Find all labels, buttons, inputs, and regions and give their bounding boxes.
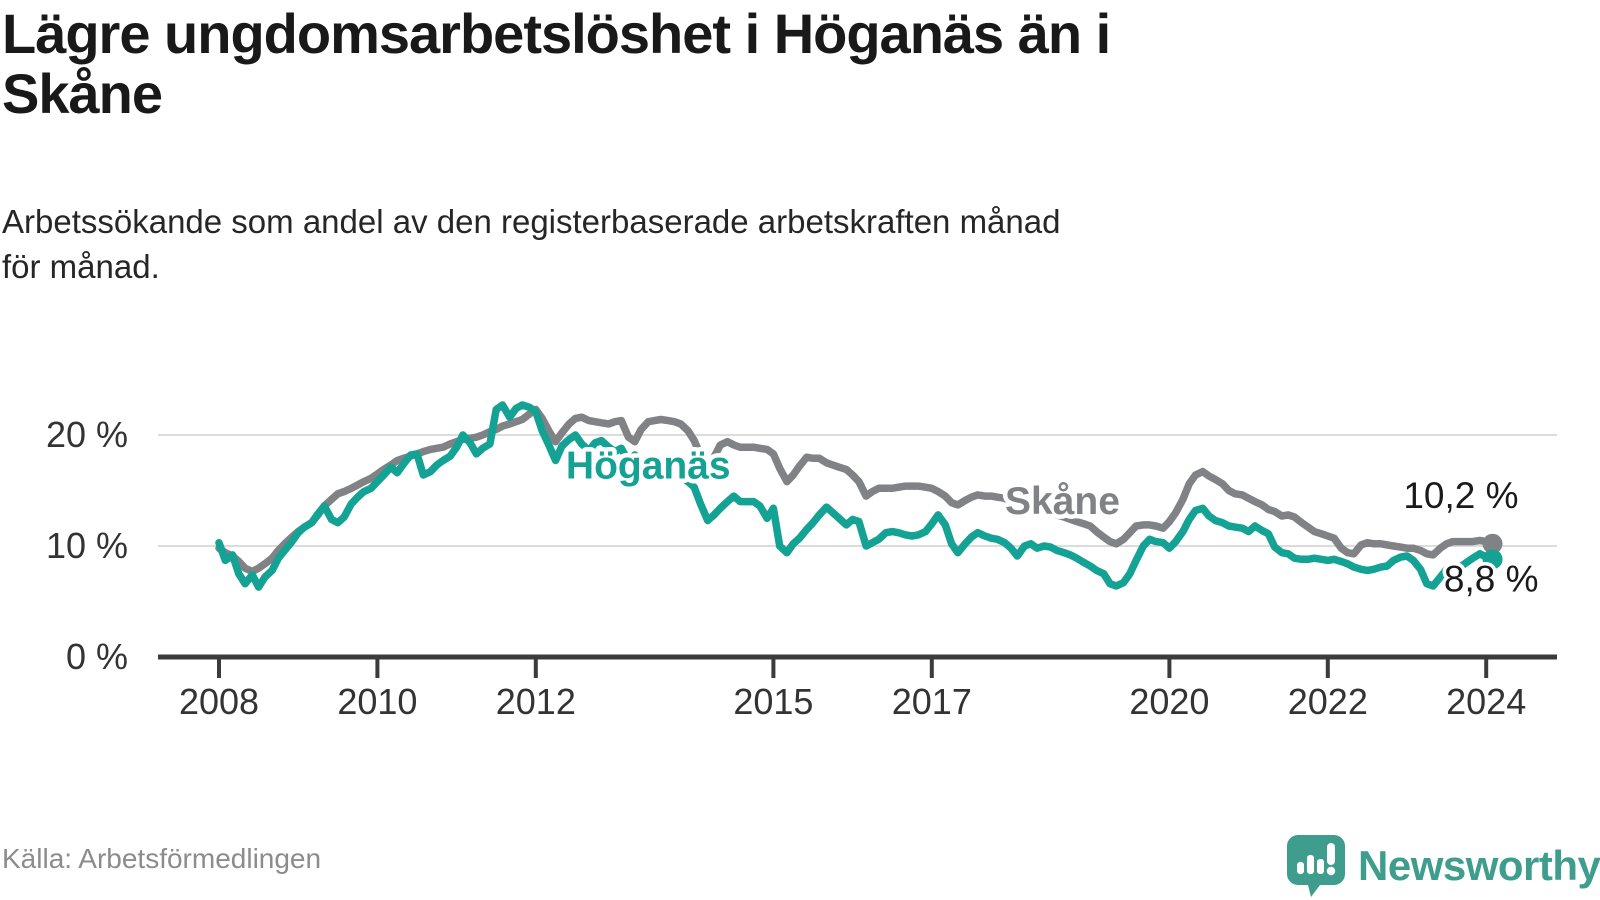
logo-bar-medium [1317,859,1324,874]
series-line-Skåne [215,405,1497,576]
chart-subtitle-line2: för månad. [2,247,160,285]
x-tick-label: 2020 [1129,681,1209,722]
newsworthy-wordmark: Newsworthy [1358,842,1600,889]
y-tick-label: 20 % [46,414,128,455]
logo-exclamation-dot [1326,866,1336,876]
page-title-line1: Lägre ungdomsarbetslöshet i Höganäs än i [2,2,1111,65]
x-tick-label: 2008 [179,681,259,722]
logo-bar-tall [1307,855,1314,874]
series-value-label-Höganäs: 8,8 % [1444,558,1539,599]
y-tick-label: 10 % [46,525,128,566]
logo-bubble-shape [1287,835,1345,897]
page-title: Lägre ungdomsarbetslöshet i Höganäs än i… [2,2,1562,126]
series-value-label-Skåne: 10,2 % [1403,475,1518,516]
x-tick-label: 2022 [1288,681,1368,722]
series-end-dot-Skåne [1482,533,1503,554]
series-label-Skåne: Skåne [1005,480,1120,523]
logo-exclamation-bar [1327,843,1335,865]
x-tick-label: 2012 [496,681,576,722]
series-label-Höganäs: Höganäs [566,444,731,487]
series-end-dot-Höganäs [1482,549,1503,570]
x-tick-label: 2024 [1446,681,1526,722]
newsworthy-logo: Newsworthy [1286,834,1600,898]
newsworthy-logo-icon [1287,835,1345,897]
chart-subtitle-line1: Arbetssökande som andel av den registerb… [2,203,1061,240]
source-note: Källa: Arbetsförmedlingen [2,843,322,874]
page-title-line2: Skåne [2,62,163,126]
x-tick-label: 2015 [733,681,813,722]
logo-bar-small [1297,862,1304,874]
y-tick-label: 0 % [66,636,128,677]
chart-subtitle: Arbetssökande som andel av den registerb… [2,200,1562,290]
x-tick-label: 2010 [337,681,417,722]
x-tick-label: 2017 [892,681,972,722]
series-line-Höganäs [215,401,1497,591]
